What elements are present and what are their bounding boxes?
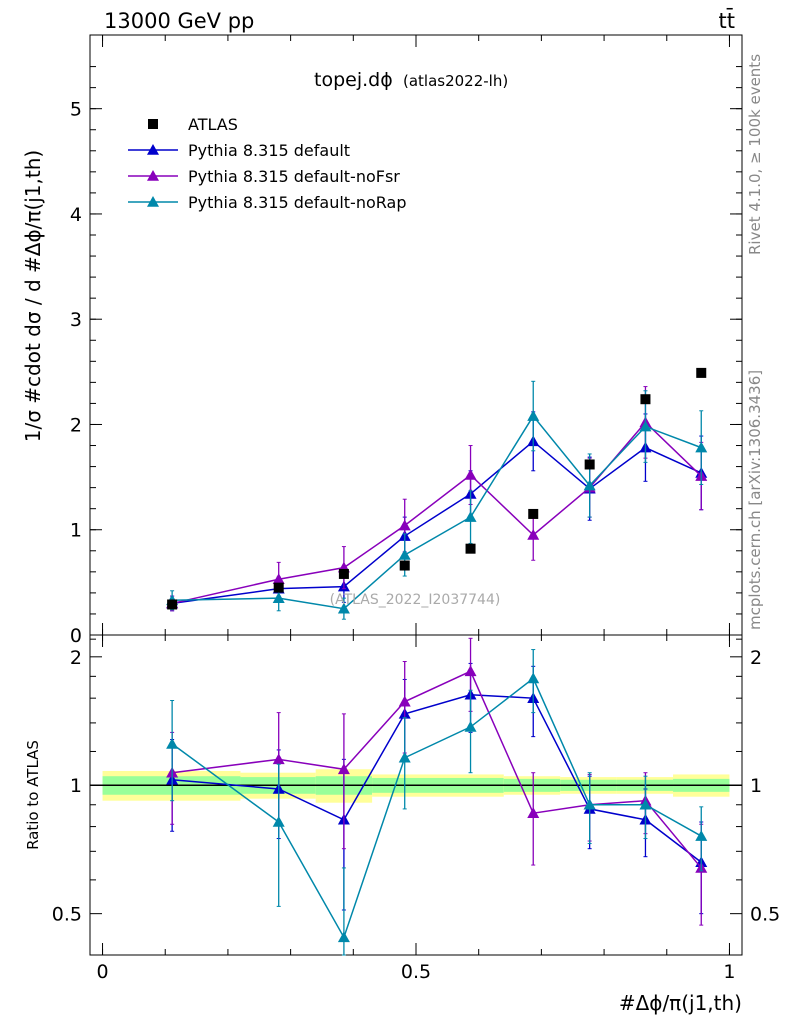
series-point xyxy=(527,410,540,421)
series-point xyxy=(272,573,285,585)
series-point xyxy=(398,519,411,531)
ratio-y-tick-label-right: 2 xyxy=(750,647,762,669)
x-tick-label: 0 xyxy=(96,961,108,983)
mcplots-label: mcplots.cern.ch [arXiv:1306.3436] xyxy=(746,370,764,630)
ratio-series-point xyxy=(464,665,477,677)
ratio-series-point xyxy=(398,695,411,707)
atlas-point xyxy=(640,394,651,405)
ratio-series-line xyxy=(172,670,702,869)
ratio-y-tick-label: 1 xyxy=(70,775,82,797)
chart-title: topej.dϕ xyxy=(314,69,393,91)
series-point xyxy=(695,441,708,453)
legend-marker-atlas xyxy=(148,119,158,129)
atlas-point xyxy=(465,543,476,554)
series-point xyxy=(583,479,596,491)
ratio-series-point xyxy=(272,753,285,765)
series-point xyxy=(639,420,652,432)
rivet-label: Rivet 4.1.0, ≥ 100k events xyxy=(746,54,764,255)
legend-label-nofsr: Pythia 8.315 default-noFsr xyxy=(188,167,400,186)
atlas-point xyxy=(399,560,410,571)
x-tick-label: 1 xyxy=(723,961,735,983)
atlas-point xyxy=(273,582,284,593)
x-tick-label: 0.5 xyxy=(401,961,431,983)
y-tick-label: 5 xyxy=(70,99,82,121)
ratio-series-point xyxy=(398,751,411,763)
series-point xyxy=(272,592,285,603)
ratio-y-tick-label: 2 xyxy=(70,647,82,669)
legend-marker xyxy=(147,196,159,207)
atlas-point xyxy=(167,599,178,610)
ratio-series-point xyxy=(527,672,540,684)
atlas-point xyxy=(584,459,595,470)
series-line xyxy=(172,440,702,605)
ratio-series-point xyxy=(272,816,285,827)
series-point xyxy=(527,529,540,540)
header-left: 13000 GeV pp xyxy=(104,9,254,33)
legend: ATLAS Pythia 8.315 default Pythia 8.315 … xyxy=(128,115,406,212)
ratio-series-point xyxy=(527,807,540,818)
y-tick-label: 1 xyxy=(70,520,82,542)
series xyxy=(166,367,708,620)
y-tick-label: 3 xyxy=(70,309,82,331)
legend-marker xyxy=(147,170,159,181)
legend-label-norap: Pythia 8.315 default-noRap xyxy=(188,193,406,212)
ratio-y-tick-label-right: 1 xyxy=(750,775,762,797)
ratio-series-point xyxy=(166,737,179,749)
legend-label-default: Pythia 8.315 default xyxy=(188,141,350,160)
ratio-series-line xyxy=(171,677,702,940)
ratio-series-point xyxy=(695,830,708,841)
ratio-series-point xyxy=(583,798,596,810)
header-right: tt̄ xyxy=(719,8,735,33)
y-axis-label: 1/σ #cdot dσ / d #Δϕ/π(j1,th) xyxy=(21,150,45,442)
legend-label-atlas: ATLAS xyxy=(188,115,238,134)
ratio-series xyxy=(166,637,708,956)
y-tick-label: 2 xyxy=(70,414,82,436)
y-tick-label: 0 xyxy=(70,625,82,647)
ratio-y-tick-label-right: 0.5 xyxy=(750,904,780,926)
series-line xyxy=(172,414,702,610)
chart-subtitle: (atlas2022-lh) xyxy=(403,72,508,90)
series-point xyxy=(337,602,350,614)
ratio-series-point xyxy=(464,720,477,732)
series-line xyxy=(171,421,702,605)
atlas-point xyxy=(696,367,707,378)
ratio-series-point xyxy=(639,798,652,810)
legend-marker xyxy=(147,144,159,155)
axes: 0 0.5 1 0 1 2 3 4 5 0.5 0.5 1 1 2 2 xyxy=(52,35,780,983)
watermark: (ATLAS_2022_I2037744) xyxy=(330,592,501,608)
x-axis-label: #Δϕ/π(j1,th) xyxy=(619,991,742,1015)
atlas-point xyxy=(338,568,349,579)
series-point xyxy=(464,511,477,522)
ratio-series-point xyxy=(337,931,350,943)
ratio-y-tick-label: 0.5 xyxy=(52,904,82,926)
atlas-point xyxy=(528,508,539,519)
series-point xyxy=(398,549,411,560)
series-point xyxy=(464,469,477,480)
ratio-y-axis-label: Ratio to ATLAS xyxy=(24,740,42,850)
y-tick-label: 4 xyxy=(70,204,82,226)
ratio-series-point xyxy=(337,763,350,775)
